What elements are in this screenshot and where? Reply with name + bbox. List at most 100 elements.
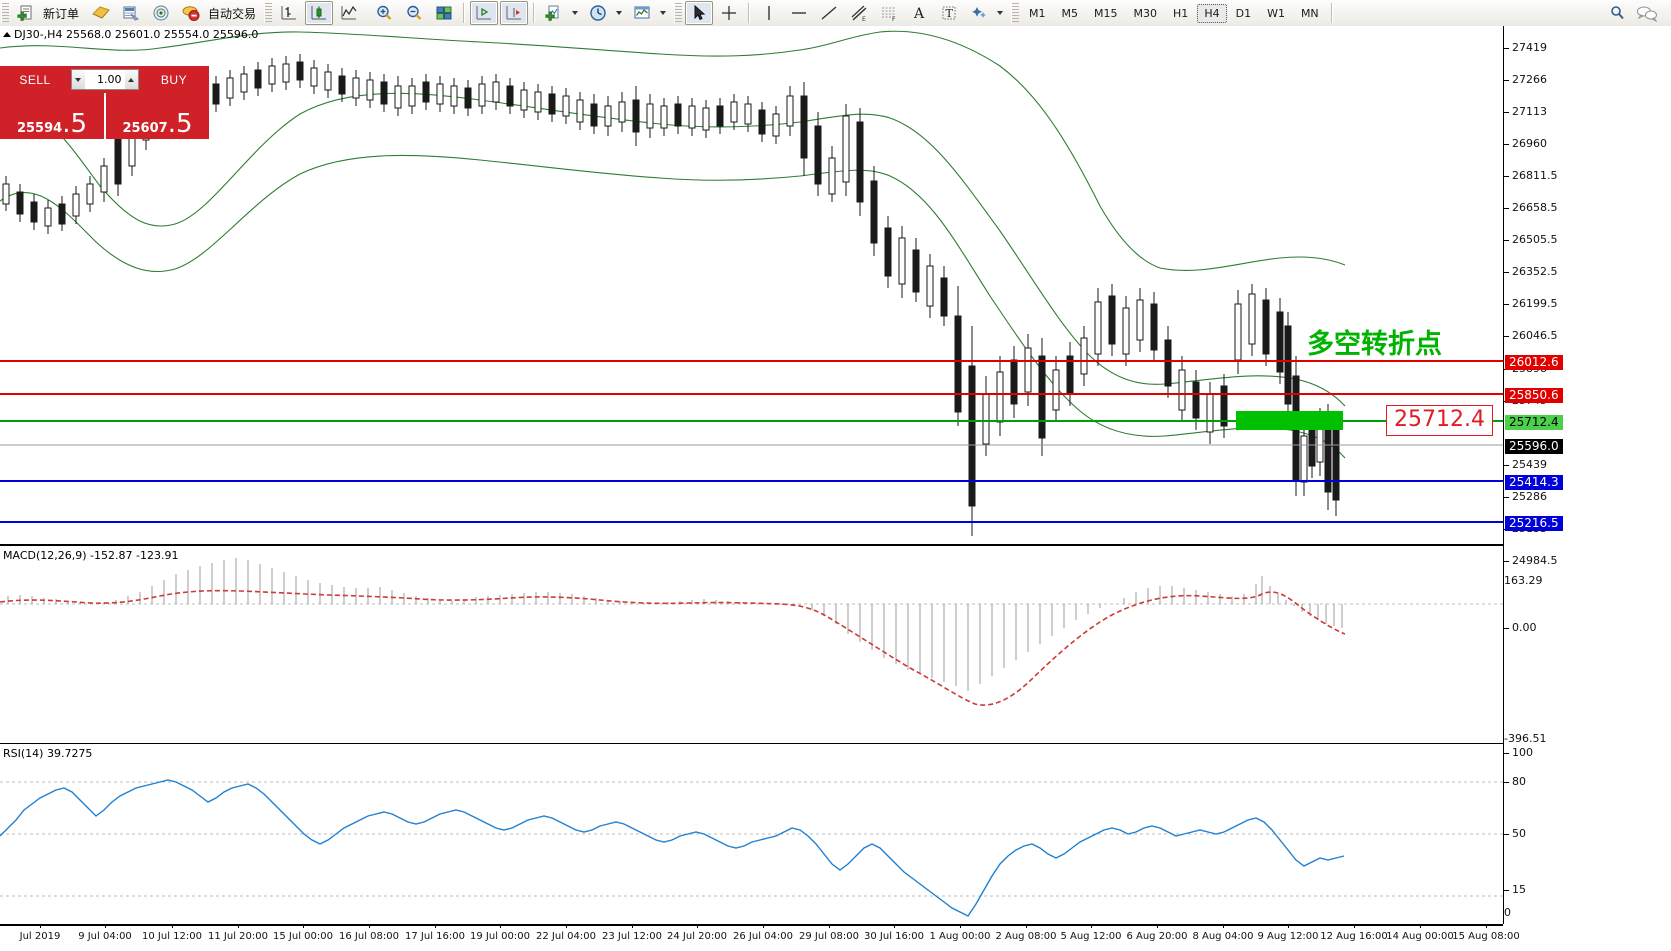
time-tick-17: 6 Aug 20:00 [1126, 931, 1188, 942]
sell-button[interactable]: 25594.5 [0, 93, 104, 139]
toolbar-grip-3[interactable] [674, 3, 683, 23]
text-icon[interactable]: A [905, 1, 933, 25]
svg-text:F: F [892, 16, 896, 22]
volume-increase-button[interactable] [124, 70, 138, 89]
cursor-icon[interactable] [685, 1, 714, 25]
buy-price-main: 25607 [122, 121, 168, 136]
new-order-label[interactable]: 新订单 [43, 6, 80, 21]
macd-tick-1: 0.00 [1512, 621, 1537, 634]
time-tick-8: 22 Jul 04:00 [536, 931, 596, 942]
macd-chart-svg [0, 558, 1503, 706]
trendline-icon[interactable] [815, 1, 843, 25]
timeframe-m30[interactable]: M30 [1133, 6, 1158, 20]
indicators-dropdown-caret[interactable] [660, 11, 667, 15]
price-tag-last[interactable]: 25596.0 [1505, 439, 1563, 454]
time-tick-5: 16 Jul 08:00 [339, 931, 399, 942]
equidistant-channel-icon[interactable]: E [845, 1, 873, 25]
chart-collapse-icon[interactable] [3, 32, 11, 37]
navigator-icon[interactable] [147, 1, 175, 25]
price-tick-9: 26046.5 [1512, 329, 1558, 342]
zoom-out-icon[interactable] [400, 1, 428, 25]
price-tick-2: 27113 [1512, 105, 1547, 118]
templates-icon[interactable] [540, 1, 568, 25]
time-tick-12: 29 Jul 08:00 [799, 931, 859, 942]
plot-frame: MACD(12,26,9) -152.87 -123.91 RSI(14) 39… [0, 26, 1503, 926]
vertical-line-icon[interactable] [755, 1, 783, 25]
fibonacci-icon[interactable]: F [875, 1, 903, 25]
time-tick-6: 17 Jul 16:00 [405, 931, 465, 942]
timeframe-m1[interactable]: M1 [1029, 6, 1046, 20]
chart-shift-icon[interactable] [470, 1, 499, 25]
toolbar-spacer [1337, 3, 1602, 23]
indicators-icon[interactable] [628, 1, 656, 25]
bar-chart-icon[interactable] [275, 1, 303, 25]
toolbar-grip-4[interactable] [1011, 3, 1020, 23]
candlestick-chart-icon[interactable] [305, 1, 334, 25]
turning-point-annotation[interactable]: 多空转折点 [1307, 329, 1442, 360]
shapes-icon[interactable] [965, 1, 993, 25]
price-scale[interactable]: 27419 27266 27113 26960 26811.5 26658.5 … [1503, 26, 1671, 924]
svg-text:T: T [946, 7, 954, 20]
new-order-icon[interactable] [12, 1, 40, 25]
shapes-dropdown-caret[interactable] [997, 11, 1004, 15]
crosshair-icon[interactable] [715, 1, 743, 25]
line-chart-icon[interactable] [335, 1, 363, 25]
time-tick-19: 9 Aug 12:00 [1257, 931, 1319, 942]
timeframe-m15[interactable]: M15 [1094, 6, 1118, 20]
price-tag-25414[interactable]: 25414.3 [1505, 475, 1563, 490]
chart-ohlc-text: DJ30-,H4 25568.0 25601.0 25554.0 25596.0 [14, 28, 259, 41]
rsi-chart-svg [0, 779, 1503, 917]
rsi-tick-1: 80 [1512, 775, 1526, 788]
text-label-icon[interactable]: T [935, 1, 963, 25]
volume-decrease-button[interactable] [71, 70, 85, 89]
time-tick-9: 23 Jul 12:00 [602, 931, 662, 942]
zoom-in-icon[interactable] [370, 1, 398, 25]
buy-button[interactable]: 25607.5 [104, 93, 209, 139]
sell-price-main: 25594 [16, 121, 63, 136]
volume-stepper[interactable]: 1.00 [70, 66, 139, 93]
chart-window[interactable]: DJ30-,H4 25568.0 25601.0 25554.0 25596.0 [0, 26, 1671, 950]
sell-label: SELL [0, 66, 70, 93]
time-tick-14: 1 Aug 00:00 [929, 931, 991, 942]
timeframe-h1[interactable]: H1 [1173, 6, 1189, 20]
time-tick-7: 19 Jul 00:00 [470, 931, 530, 942]
price-tag-25216[interactable]: 25216.5 [1505, 516, 1563, 531]
period-dropdown-caret[interactable] [616, 11, 623, 15]
price-tag-26012[interactable]: 26012.6 [1505, 355, 1563, 370]
auto-scroll-icon[interactable] [500, 1, 529, 25]
highlight-zone-rectangle[interactable] [1236, 411, 1343, 430]
price-tag-25712[interactable]: 25712.4 [1505, 415, 1563, 430]
main-toolbar: 新订单 自动交易 [0, 0, 1671, 27]
templates-dropdown-caret[interactable] [572, 11, 579, 15]
autotrading-icon[interactable] [177, 1, 205, 25]
toolbar-separator-1 [463, 3, 466, 23]
toolbar-grip[interactable] [1, 3, 9, 23]
timeframe-h4[interactable]: H4 [1197, 3, 1227, 23]
timeframe-m5[interactable]: M5 [1061, 6, 1079, 20]
toolbar-grip-2[interactable] [264, 3, 273, 23]
rsi-tick-2: 50 [1512, 827, 1526, 840]
rsi-pane[interactable] [0, 743, 1503, 926]
timeframe-w1[interactable]: W1 [1267, 6, 1285, 20]
volume-value[interactable]: 1.00 [97, 73, 122, 86]
time-axis[interactable]: Jul 2019 9 Jul 04:00 10 Jul 12:00 11 Jul… [0, 924, 1520, 951]
period-icon[interactable] [584, 1, 612, 25]
time-tick-2: 10 Jul 12:00 [142, 931, 202, 942]
price-pane[interactable] [0, 26, 1503, 545]
price-callout-annotation[interactable]: 25712.4 [1386, 405, 1493, 436]
svg-text:A: A [913, 6, 925, 22]
price-tag-25850[interactable]: 25850.6 [1505, 388, 1563, 403]
horizontal-line-icon[interactable] [785, 1, 813, 25]
price-tick-7: 26352.5 [1512, 265, 1558, 278]
timeframe-d1[interactable]: D1 [1235, 6, 1252, 20]
search-icon[interactable] [1603, 1, 1631, 25]
chat-icon[interactable] [1633, 1, 1661, 25]
one-click-trading-panel[interactable]: SELL 1.00 BUY 25594.5 25607.5 [0, 66, 209, 139]
market-watch-icon[interactable] [117, 1, 145, 25]
timeframe-mn[interactable]: MN [1300, 6, 1319, 20]
time-tick-20: 12 Aug 16:00 [1320, 931, 1388, 942]
tile-windows-icon[interactable] [430, 1, 458, 25]
macd-pane[interactable] [0, 545, 1503, 744]
expert-advisors-icon[interactable] [87, 1, 115, 25]
autotrading-label[interactable]: 自动交易 [208, 6, 257, 21]
